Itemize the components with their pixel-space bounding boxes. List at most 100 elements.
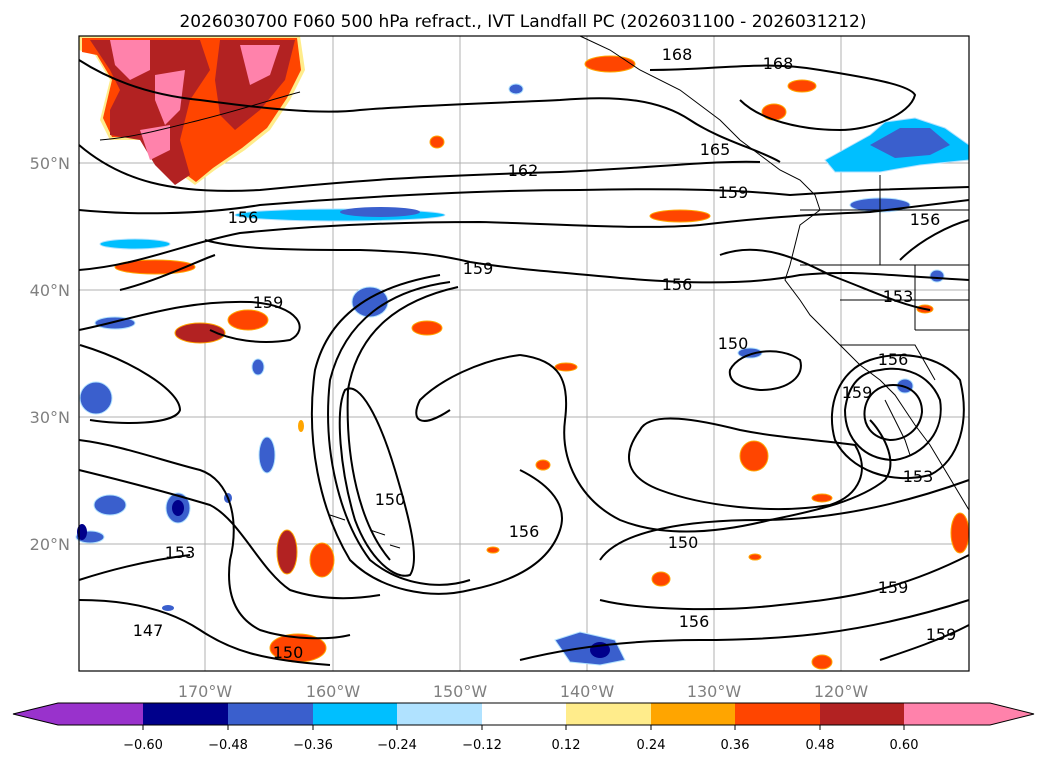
negative-anomaly-patch — [93, 494, 127, 516]
contour-line — [78, 439, 351, 640]
lat-label: 30°N — [30, 408, 70, 427]
colorbar-segment — [820, 703, 904, 725]
graticule — [79, 36, 969, 671]
negative-anomaly-patch — [79, 381, 113, 415]
contour-line — [78, 59, 781, 163]
contour-label: 150 — [668, 533, 699, 552]
colorbar-tick-label: −0.48 — [208, 738, 248, 753]
contour-label: 159 — [253, 293, 284, 312]
contour-label: 168 — [763, 54, 794, 73]
contour-label: 165 — [700, 140, 731, 159]
contour-line — [78, 186, 970, 215]
contour-line — [899, 219, 970, 261]
contour-line — [78, 300, 301, 343]
coastline-baja — [884, 399, 911, 456]
contour-label: 147 — [133, 621, 164, 640]
contour-line — [519, 599, 970, 661]
contour-line — [78, 554, 191, 581]
map-frame — [78, 35, 970, 672]
positive-anomaly-patch — [140, 125, 170, 160]
lon-label: 160°W — [306, 682, 361, 701]
contour-line — [78, 199, 970, 271]
contour-label: 159 — [842, 383, 873, 402]
colorbar-tick-label: −0.24 — [377, 738, 417, 753]
contour-line — [843, 367, 942, 462]
contour-label: 156 — [509, 522, 540, 541]
positive-anomaly-patch — [651, 571, 671, 587]
positive-anomaly-patch — [554, 362, 578, 372]
contour-line — [719, 248, 931, 311]
colorbar-ticks — [142, 725, 905, 730]
colorbar-segment — [143, 703, 228, 725]
contour-label: 159 — [718, 183, 749, 202]
positive-anomaly-patch — [429, 135, 445, 149]
contour-line — [310, 274, 563, 595]
negative-anomaly-patch — [737, 347, 763, 359]
contour-label: 156 — [679, 612, 710, 631]
negative-anomaly-patch — [251, 358, 265, 376]
contour-label: 153 — [883, 287, 914, 306]
colorbar-tick-label: −0.12 — [462, 738, 502, 753]
colorbar-outline — [12, 702, 1035, 726]
positive-anomaly-patch — [298, 420, 304, 432]
contour-line — [628, 417, 863, 511]
contour-label: 150 — [273, 643, 304, 662]
contour-label: 162 — [508, 161, 539, 180]
negative-anomaly-patch — [340, 207, 420, 217]
contour-line — [519, 354, 892, 533]
state-borders — [800, 175, 969, 381]
negative-anomaly-patch — [258, 436, 276, 474]
colorbar-segment — [13, 703, 143, 725]
negative-anomaly-patch — [99, 238, 171, 250]
lon-label: 120°W — [814, 682, 869, 701]
colorbar-tick-label: −0.60 — [123, 738, 163, 753]
colorbar-tick-label: 0.48 — [806, 738, 835, 753]
contour-line — [327, 281, 471, 586]
negative-anomaly-patch — [929, 269, 945, 283]
contour-line — [338, 387, 416, 577]
contour-line — [415, 354, 521, 422]
colorbar-segment — [228, 703, 313, 725]
contour-label: 159 — [926, 625, 957, 644]
positive-anomaly-patch — [309, 542, 335, 578]
contour-line — [78, 599, 331, 666]
contour-label: 156 — [878, 350, 909, 369]
colorbar-segment — [651, 703, 735, 725]
colorbar: −0.60 −0.48 −0.36 −0.24 −0.12 0.12 0.24 … — [12, 702, 1035, 753]
contour-line — [346, 286, 459, 561]
positive-anomaly-patch — [276, 529, 298, 575]
positive-anomaly-patch — [811, 493, 833, 503]
positive-anomaly-patch — [649, 209, 711, 223]
contour-label: 150 — [375, 490, 406, 509]
contour-line — [78, 469, 381, 600]
contour-label: 153 — [903, 467, 934, 486]
contour-line — [599, 479, 970, 561]
positive-anomaly-patch — [155, 70, 185, 125]
hawaii-islands — [329, 514, 401, 549]
positive-anomaly-patch — [411, 320, 443, 336]
map-panel: 168 168 165 162 159 156 156 159 156 153 … — [75, 35, 970, 672]
positive-anomaly-patch — [950, 512, 970, 554]
contour-line — [79, 344, 182, 424]
colorbar-segment — [566, 703, 651, 725]
colorbar-tick-label: 0.12 — [552, 738, 581, 753]
colorbar-segment — [313, 703, 397, 725]
positive-anomaly-patch — [174, 322, 226, 344]
coastline-north-america — [784, 209, 970, 511]
contour-label: 156 — [910, 210, 941, 229]
negative-anomaly-patch — [508, 83, 524, 95]
positive-anomaly-patch — [787, 79, 817, 93]
colorbar-tick-label: 0.36 — [721, 738, 750, 753]
negative-anomaly-patch — [554, 631, 626, 666]
contour-label: 153 — [165, 543, 196, 562]
contour-line — [863, 383, 924, 442]
positive-anomaly-patch — [739, 440, 769, 472]
anomaly-fills — [75, 36, 970, 670]
contour-line — [78, 144, 761, 192]
colorbar-segment — [735, 703, 820, 725]
contour-label: 156 — [228, 208, 259, 227]
positive-anomaly-patch — [215, 40, 295, 130]
contour-lines — [78, 59, 970, 666]
contour-line — [649, 64, 917, 132]
